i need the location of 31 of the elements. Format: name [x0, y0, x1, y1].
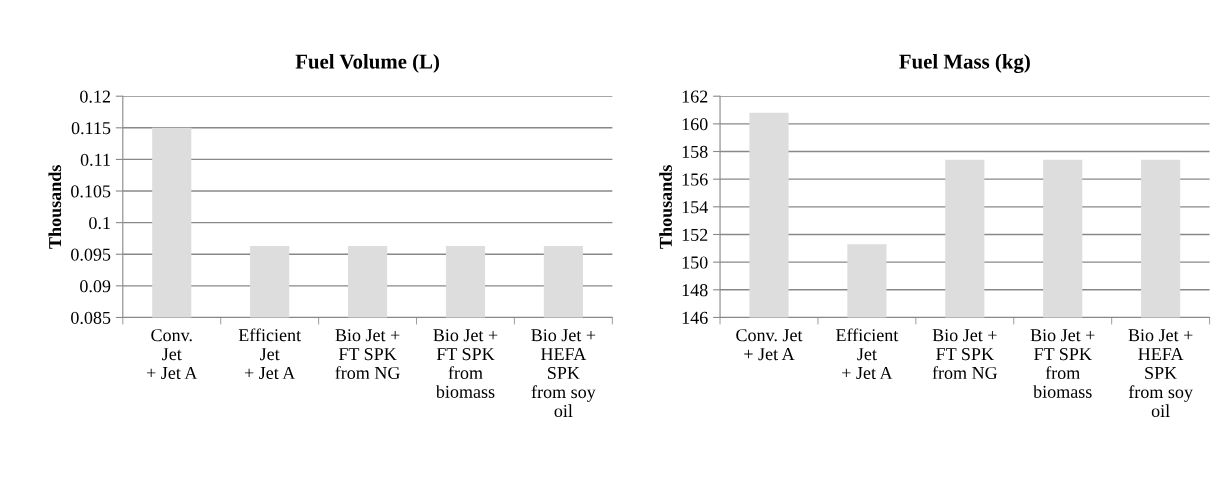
y-tick-label: 150: [682, 256, 708, 269]
y-tick-label: 146: [682, 311, 708, 324]
y-tick-label: 0.115: [71, 122, 111, 135]
y-tick-label: 160: [682, 118, 708, 131]
y-tick-label: 158: [682, 145, 708, 158]
x-tick-label: Bio Jet + HEFA SPK from soy oil: [531, 329, 596, 418]
y-tick-label: 0.09: [80, 280, 111, 293]
chart-title: Fuel Volume (L): [295, 53, 440, 73]
chart-title: Fuel Mass (kg): [899, 53, 1030, 74]
x-tick-label: Bio Jet + FT SPK from biomass: [1030, 329, 1095, 398]
x-tick-label: Conv. Jet + Jet A: [147, 329, 198, 380]
y-tick-label: 154: [682, 201, 708, 214]
y-tick-label: 0.105: [71, 185, 111, 198]
y-tick-label: 0.085: [71, 311, 111, 324]
y-axis-title: Thousands: [48, 165, 62, 249]
y-tick-label: 148: [682, 284, 708, 297]
y-axis-title: Thousands: [659, 165, 672, 249]
x-tick-label: Conv. Jet + Jet A: [736, 329, 803, 361]
x-tick-label: Bio Jet + FT SPK from biomass: [433, 329, 498, 398]
x-tick-label: Bio Jet + FT SPK from NG: [932, 329, 998, 380]
y-tick-label: 0.1: [89, 216, 110, 230]
y-tick-label: 162: [682, 90, 708, 103]
x-tick-label: Efficient Jet + Jet A: [836, 328, 899, 380]
x-tick-label: Efficient Jet + Jet A: [238, 328, 301, 380]
x-tick-label: Bio Jet + FT SPK from NG: [335, 329, 400, 380]
y-tick-label: 152: [682, 228, 708, 241]
x-tick-label: Bio Jet + HEFA SPK from soy oil: [1128, 329, 1193, 418]
y-tick-label: 0.095: [71, 248, 111, 261]
y-tick-label: 0.12: [80, 90, 110, 103]
y-tick-label: 156: [682, 173, 708, 186]
y-tick-label: 0.11: [80, 153, 110, 166]
